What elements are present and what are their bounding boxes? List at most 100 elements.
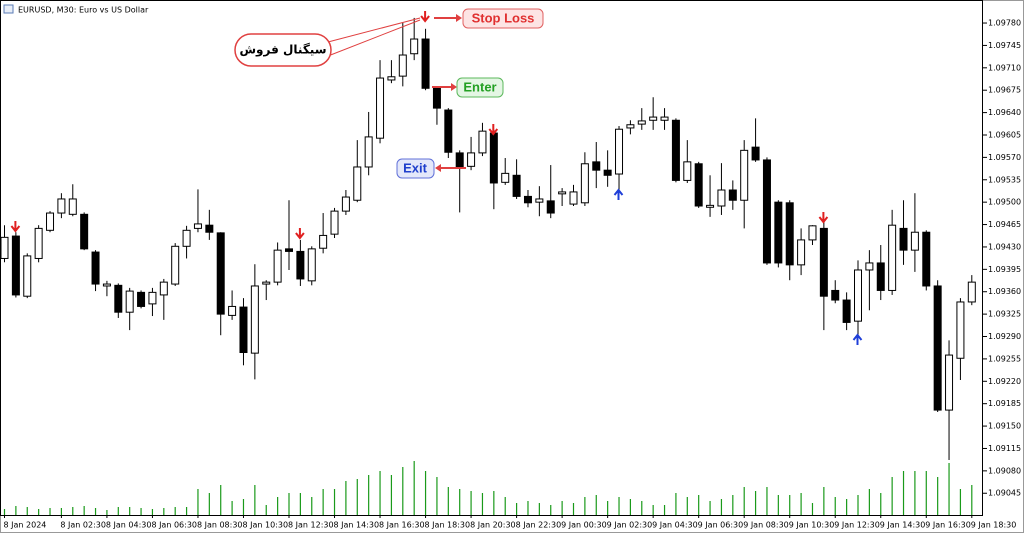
x-tick-label: 9 Jan 08:30: [743, 521, 789, 530]
buy-arrow: [613, 188, 624, 200]
candle-body: [353, 166, 362, 201]
chart-title: EURUSD, M30: Euro vs US Dollar: [18, 6, 149, 15]
note-box: [456, 77, 504, 98]
candle-body: [501, 172, 510, 183]
callout-box: [234, 33, 332, 67]
candle-body: [933, 285, 942, 411]
candle-body: [956, 301, 965, 359]
x-tick-label: 9 Jan 16:30: [925, 521, 971, 530]
candle-body: [671, 119, 680, 181]
candle-body: [421, 38, 430, 89]
x-tick-label: 8 Jan 02:30: [60, 521, 106, 530]
candle-body: [683, 161, 692, 181]
candle-body: [239, 306, 248, 354]
y-tick-label: 1.09570: [988, 153, 1021, 162]
candle-body: [637, 120, 646, 125]
candle-body: [762, 159, 771, 264]
candle-body: [296, 250, 305, 280]
candle-body: [57, 198, 66, 214]
x-tick-label: 8 Jan 16:30: [379, 521, 425, 530]
marks: [0, 17, 976, 515]
candle-body: [626, 124, 635, 129]
candle-body: [797, 239, 806, 266]
y-tick-label: 1.09605: [988, 130, 1021, 139]
candle-body: [410, 38, 419, 55]
candle-body: [125, 290, 134, 313]
y-tick-label: 1.09675: [988, 86, 1021, 95]
candle-body: [717, 189, 726, 207]
y-tick-label: 1.09185: [988, 399, 1021, 408]
candle-body: [23, 255, 32, 297]
candle-body: [876, 262, 885, 291]
candle-body: [330, 210, 339, 235]
candle-body: [102, 283, 111, 287]
x-tick-label: 8 Jan 22:30: [516, 521, 562, 530]
buy-arrows: [613, 188, 863, 345]
candle-body: [80, 213, 89, 250]
candle-body: [785, 202, 794, 266]
candle-body: [910, 231, 919, 251]
candle-body: [376, 77, 385, 139]
x-tick-label: 8 Jan 06:30: [151, 521, 197, 530]
candle-body: [535, 198, 544, 203]
candle-body: [865, 262, 874, 271]
exit-note: Exit: [396, 158, 466, 179]
annotation: Stop Loss: [472, 10, 535, 25]
y-tick-label: 1.09220: [988, 377, 1021, 386]
candle-body: [512, 174, 521, 197]
y-tick-label: 1.09745: [988, 41, 1021, 50]
candle-body: [740, 149, 749, 201]
x-tick-label: 9 Jan 14:30: [880, 521, 926, 530]
candle-body: [728, 189, 737, 201]
symbol-icon: [3, 4, 14, 14]
y-tick-label: 1.09325: [988, 310, 1021, 319]
candle-body: [341, 196, 350, 212]
candle-body: [182, 229, 191, 247]
candle-body: [854, 269, 862, 322]
candle-body: [808, 225, 817, 241]
sell-arrow: [420, 11, 430, 23]
candle-body: [751, 146, 760, 161]
candle-body: [580, 163, 589, 204]
candle-body: [523, 195, 532, 204]
arrow-head: [456, 14, 462, 22]
x-tick-label: 9 Jan 06:30: [698, 521, 744, 530]
x-tick-label: 9 Jan 00:30: [561, 521, 607, 530]
candle-body: [694, 163, 703, 207]
candle-body: [432, 87, 441, 109]
candle-body: [967, 281, 976, 303]
stop-loss-note: Stop Loss: [434, 8, 544, 29]
candle-body: [216, 232, 225, 315]
x-tick-label: 8 Jan 04:30: [106, 521, 152, 530]
y-tick-label: 1.09500: [988, 198, 1021, 207]
sell-arrows: [10, 11, 829, 240]
candle-body: [546, 200, 555, 214]
candle-body: [68, 198, 77, 215]
candle-body: [603, 169, 612, 176]
sell-arrow: [488, 124, 499, 136]
candle-body: [285, 248, 293, 252]
y-tick-label: 1.09430: [988, 242, 1021, 251]
x-tick-label: 9 Jan 12:30: [834, 521, 880, 530]
candle-body: [478, 130, 487, 154]
x-tick-label: 8 Jan 08:30: [197, 521, 243, 530]
candle-body: [193, 223, 202, 229]
candle-body: [660, 116, 669, 121]
candle-body: [888, 224, 897, 291]
y-tick-label: 1.09045: [988, 489, 1021, 498]
candle-body: [398, 54, 407, 77]
y-tick-label: 1.09535: [988, 175, 1021, 184]
candle-body: [842, 299, 851, 323]
candle-body: [444, 109, 453, 153]
candle-body: [945, 354, 954, 411]
candle-body: [922, 231, 931, 287]
candle-body: [467, 152, 476, 167]
candle-body: [831, 289, 840, 301]
note-box: [396, 158, 435, 179]
candle-body: [319, 234, 328, 249]
candle-body: [273, 249, 282, 283]
candle-body: [899, 227, 908, 251]
candle-body: [148, 291, 157, 305]
